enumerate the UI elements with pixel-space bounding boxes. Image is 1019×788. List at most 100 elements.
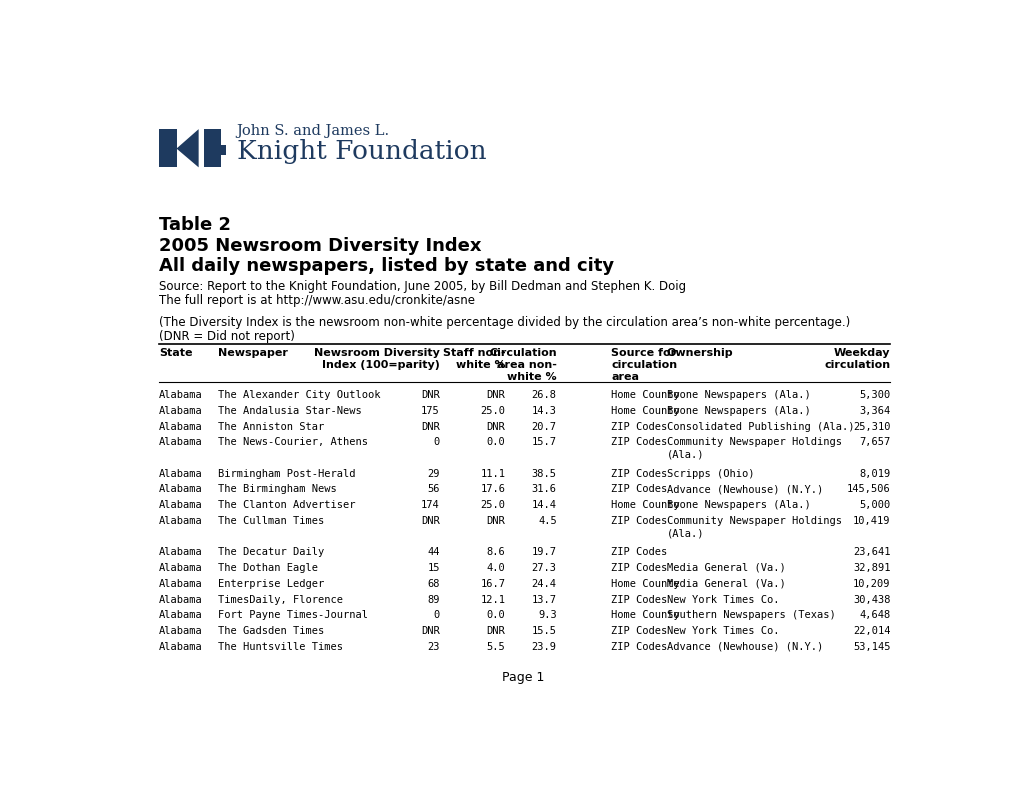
- Polygon shape: [176, 129, 199, 167]
- Text: All daily newspapers, listed by state and city: All daily newspapers, listed by state an…: [159, 257, 613, 275]
- Text: Newsroom Diversity
Index (100=parity): Newsroom Diversity Index (100=parity): [314, 348, 439, 370]
- Text: Scripps (Ohio): Scripps (Ohio): [666, 469, 753, 478]
- Text: The full report is at http://www.asu.edu/cronkite/asne: The full report is at http://www.asu.edu…: [159, 294, 475, 307]
- Text: 10,419: 10,419: [852, 516, 890, 526]
- Text: Source: Report to the Knight Foundation, June 2005, by Bill Dedman and Stephen K: Source: Report to the Knight Foundation,…: [159, 281, 686, 293]
- Text: 22,014: 22,014: [852, 626, 890, 636]
- Text: Alabama: Alabama: [159, 390, 203, 400]
- Text: 32,891: 32,891: [852, 563, 890, 573]
- Text: 8.6: 8.6: [486, 547, 504, 557]
- Text: State: State: [159, 348, 193, 358]
- Text: 174: 174: [421, 500, 439, 510]
- Text: 44: 44: [427, 547, 439, 557]
- Polygon shape: [204, 129, 220, 167]
- Text: Alabama: Alabama: [159, 547, 203, 557]
- Text: 25,310: 25,310: [852, 422, 890, 432]
- Text: 24.4: 24.4: [531, 578, 556, 589]
- Text: 38.5: 38.5: [531, 469, 556, 478]
- Text: 53,145: 53,145: [852, 642, 890, 652]
- Text: Boone Newspapers (Ala.): Boone Newspapers (Ala.): [666, 500, 809, 510]
- Text: 25.0: 25.0: [480, 406, 504, 416]
- Text: The Decatur Daily: The Decatur Daily: [218, 547, 324, 557]
- Text: ZIP Codes: ZIP Codes: [610, 626, 666, 636]
- Text: DNR: DNR: [421, 422, 439, 432]
- Text: The Birmingham News: The Birmingham News: [218, 485, 337, 494]
- Text: (The Diversity Index is the newsroom non-white percentage divided by the circula: (The Diversity Index is the newsroom non…: [159, 316, 850, 329]
- Polygon shape: [159, 129, 176, 167]
- Text: 5,000: 5,000: [858, 500, 890, 510]
- Text: 31.6: 31.6: [531, 485, 556, 494]
- Text: Alabama: Alabama: [159, 563, 203, 573]
- Text: DNR: DNR: [486, 626, 504, 636]
- Text: ZIP Codes: ZIP Codes: [610, 563, 666, 573]
- Text: 13.7: 13.7: [531, 594, 556, 604]
- Text: Alabama: Alabama: [159, 469, 203, 478]
- Text: ZIP Codes: ZIP Codes: [610, 516, 666, 526]
- Text: 15: 15: [427, 563, 439, 573]
- Text: Alabama: Alabama: [159, 437, 203, 448]
- Text: Home County: Home County: [610, 406, 680, 416]
- Text: ZIP Codes: ZIP Codes: [610, 469, 666, 478]
- Text: Alabama: Alabama: [159, 422, 203, 432]
- Text: 4,648: 4,648: [858, 611, 890, 620]
- Text: Boone Newspapers (Ala.): Boone Newspapers (Ala.): [666, 406, 809, 416]
- Text: New York Times Co.: New York Times Co.: [666, 594, 779, 604]
- Text: 17.6: 17.6: [480, 485, 504, 494]
- Text: New York Times Co.: New York Times Co.: [666, 626, 779, 636]
- Text: The Clanton Advertiser: The Clanton Advertiser: [218, 500, 356, 510]
- Text: DNR: DNR: [421, 390, 439, 400]
- Text: Birmingham Post-Herald: Birmingham Post-Herald: [218, 469, 356, 478]
- Text: 23.9: 23.9: [531, 642, 556, 652]
- Text: 10,209: 10,209: [852, 578, 890, 589]
- Text: Ownership: Ownership: [666, 348, 733, 358]
- Text: ZIP Codes: ZIP Codes: [610, 422, 666, 432]
- Text: The Alexander City Outlook: The Alexander City Outlook: [218, 390, 380, 400]
- Text: 5.5: 5.5: [486, 642, 504, 652]
- Text: Table 2: Table 2: [159, 216, 231, 234]
- Text: The News-Courier, Athens: The News-Courier, Athens: [218, 437, 368, 448]
- Text: 14.4: 14.4: [531, 500, 556, 510]
- Text: Advance (Newhouse) (N.Y.): Advance (Newhouse) (N.Y.): [666, 485, 822, 494]
- Text: 19.7: 19.7: [531, 547, 556, 557]
- Text: 7,657: 7,657: [858, 437, 890, 448]
- Text: Media General (Va.): Media General (Va.): [666, 578, 785, 589]
- Text: 0.0: 0.0: [486, 437, 504, 448]
- Text: Alabama: Alabama: [159, 626, 203, 636]
- Text: 25.0: 25.0: [480, 500, 504, 510]
- Text: The Cullman Times: The Cullman Times: [218, 516, 324, 526]
- Text: Advance (Newhouse) (N.Y.): Advance (Newhouse) (N.Y.): [666, 642, 822, 652]
- Text: Page 1: Page 1: [501, 671, 543, 684]
- Text: 23,641: 23,641: [852, 547, 890, 557]
- Text: TimesDaily, Florence: TimesDaily, Florence: [218, 594, 343, 604]
- Text: Home County: Home County: [610, 390, 680, 400]
- Text: DNR: DNR: [486, 422, 504, 432]
- Text: Fort Payne Times-Journal: Fort Payne Times-Journal: [218, 611, 368, 620]
- Text: 30,438: 30,438: [852, 594, 890, 604]
- Text: 5,300: 5,300: [858, 390, 890, 400]
- Text: ZIP Codes: ZIP Codes: [610, 485, 666, 494]
- Text: Weekday
circulation: Weekday circulation: [823, 348, 890, 370]
- Text: Alabama: Alabama: [159, 611, 203, 620]
- Text: Alabama: Alabama: [159, 406, 203, 416]
- Text: Alabama: Alabama: [159, 500, 203, 510]
- Text: Home County: Home County: [610, 500, 680, 510]
- Text: Source for
circulation
area: Source for circulation area: [610, 348, 677, 382]
- Text: DNR: DNR: [486, 516, 504, 526]
- Text: 0: 0: [433, 611, 439, 620]
- Text: 175: 175: [421, 406, 439, 416]
- Text: The Dothan Eagle: The Dothan Eagle: [218, 563, 318, 573]
- Text: 15.7: 15.7: [531, 437, 556, 448]
- Text: 89: 89: [427, 594, 439, 604]
- Text: Boone Newspapers (Ala.): Boone Newspapers (Ala.): [666, 390, 809, 400]
- Text: Alabama: Alabama: [159, 516, 203, 526]
- Text: 145,506: 145,506: [846, 485, 890, 494]
- Text: Staff non-
white %: Staff non- white %: [442, 348, 504, 370]
- Text: Alabama: Alabama: [159, 642, 203, 652]
- Text: 26.8: 26.8: [531, 390, 556, 400]
- Text: ZIP Codes: ZIP Codes: [610, 594, 666, 604]
- Text: Home County: Home County: [610, 611, 680, 620]
- Text: ZIP Codes: ZIP Codes: [610, 437, 666, 448]
- Text: 56: 56: [427, 485, 439, 494]
- Text: Community Newspaper Holdings
(Ala.): Community Newspaper Holdings (Ala.): [666, 516, 841, 538]
- Text: Alabama: Alabama: [159, 594, 203, 604]
